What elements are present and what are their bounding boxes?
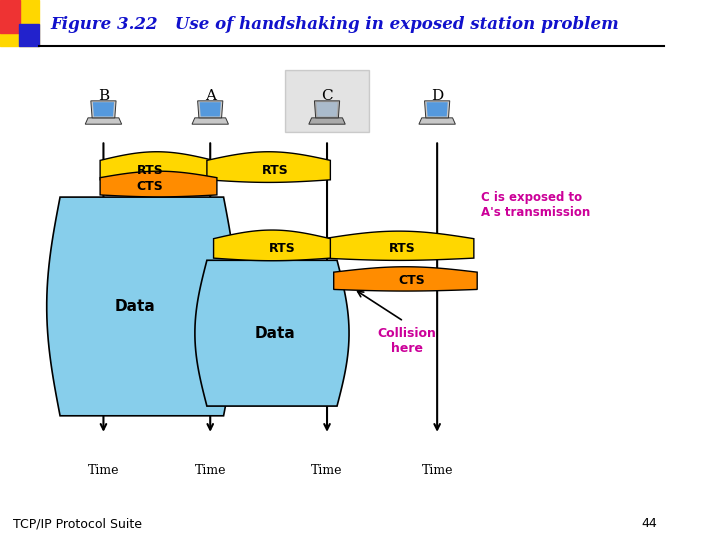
- Text: B: B: [98, 89, 109, 103]
- Bar: [19, 24, 39, 46]
- Text: TCP/IP Protocol Suite: TCP/IP Protocol Suite: [14, 517, 143, 530]
- Polygon shape: [426, 102, 448, 117]
- Polygon shape: [100, 171, 217, 197]
- Text: RTS: RTS: [137, 164, 163, 177]
- Polygon shape: [199, 102, 221, 117]
- Text: Collision
here: Collision here: [378, 327, 436, 355]
- Text: RTS: RTS: [262, 164, 289, 177]
- Text: C is exposed to
A's transmission: C is exposed to A's transmission: [480, 191, 590, 219]
- Text: Figure 3.22   Use of handshaking in exposed station problem: Figure 3.22 Use of handshaking in expose…: [50, 16, 618, 33]
- Polygon shape: [85, 118, 122, 124]
- Text: Time: Time: [311, 464, 343, 477]
- Polygon shape: [100, 152, 214, 183]
- Text: Data: Data: [255, 326, 296, 341]
- Polygon shape: [425, 101, 450, 118]
- Text: Time: Time: [88, 464, 120, 477]
- Text: Time: Time: [421, 464, 453, 477]
- Polygon shape: [315, 101, 340, 118]
- Text: D: D: [431, 89, 444, 103]
- Polygon shape: [197, 101, 223, 118]
- Polygon shape: [324, 231, 474, 260]
- Polygon shape: [93, 102, 114, 117]
- Polygon shape: [309, 118, 346, 124]
- Text: RTS: RTS: [389, 242, 415, 255]
- Polygon shape: [419, 118, 455, 124]
- Text: A: A: [204, 89, 216, 103]
- Polygon shape: [214, 230, 330, 261]
- Polygon shape: [207, 152, 330, 183]
- FancyBboxPatch shape: [285, 70, 369, 132]
- Text: Time: Time: [194, 464, 226, 477]
- Polygon shape: [192, 118, 228, 124]
- Text: CTS: CTS: [399, 274, 426, 287]
- Bar: [0, 0, 20, 33]
- Polygon shape: [316, 102, 338, 117]
- Polygon shape: [195, 260, 349, 406]
- Text: CTS: CTS: [137, 180, 163, 193]
- Text: C: C: [321, 89, 333, 103]
- Polygon shape: [47, 197, 237, 416]
- Text: RTS: RTS: [269, 242, 295, 255]
- Polygon shape: [333, 267, 477, 291]
- Text: 44: 44: [642, 517, 657, 530]
- Text: Data: Data: [114, 299, 156, 314]
- Polygon shape: [91, 101, 116, 118]
- Bar: [0, 0, 39, 46]
